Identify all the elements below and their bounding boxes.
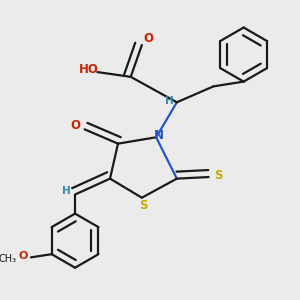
Text: O: O: [143, 32, 153, 45]
Text: H: H: [62, 186, 70, 196]
Text: H: H: [166, 96, 174, 106]
Text: CH₃: CH₃: [0, 254, 17, 264]
Text: O: O: [70, 119, 80, 132]
Text: HO: HO: [79, 63, 98, 76]
Text: S: S: [139, 199, 148, 212]
Text: O: O: [18, 251, 28, 261]
Text: N: N: [154, 129, 164, 142]
Text: S: S: [214, 169, 222, 182]
